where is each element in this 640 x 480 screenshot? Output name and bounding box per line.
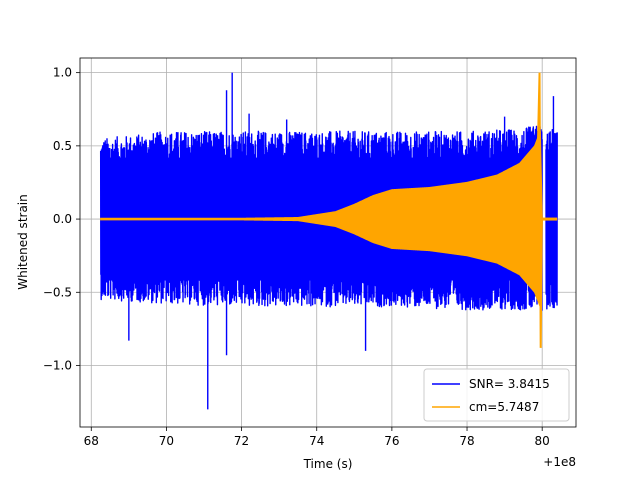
x-tick-label: 70 [159,434,174,448]
legend: SNR= 3.8415 cm=5.7487 [423,368,570,422]
x-axis-label: Time (s) [303,457,353,471]
legend-label-cm: cm=5.7487 [469,400,539,414]
x-axis-ticks: 68 70 72 74 76 78 80 [84,427,550,448]
y-tick-label: 0.0 [53,212,72,226]
series-layer [99,72,558,410]
x-tick-label: 76 [384,434,399,448]
legend-label-snr: SNR= 3.8415 [469,377,550,391]
x-tick-label: 74 [309,434,324,448]
x-axis-offset-label: +1e8 [543,455,576,469]
legend-box [423,368,570,422]
y-axis-ticks: −1.0 −0.5 0.0 0.5 1.0 [43,66,80,373]
y-tick-label: −0.5 [43,285,72,299]
x-tick-label: 80 [535,434,550,448]
y-axis-label: Whitened strain [16,194,30,290]
plot-frame [79,57,577,428]
x-tick-label: 72 [234,434,249,448]
series-peak-cm [537,72,543,348]
y-tick-label: 0.5 [53,139,72,153]
y-tick-label: 1.0 [53,66,72,80]
y-tick-label: −1.0 [43,359,72,373]
x-tick-label: 68 [84,434,99,448]
x-tick-label: 78 [459,434,474,448]
